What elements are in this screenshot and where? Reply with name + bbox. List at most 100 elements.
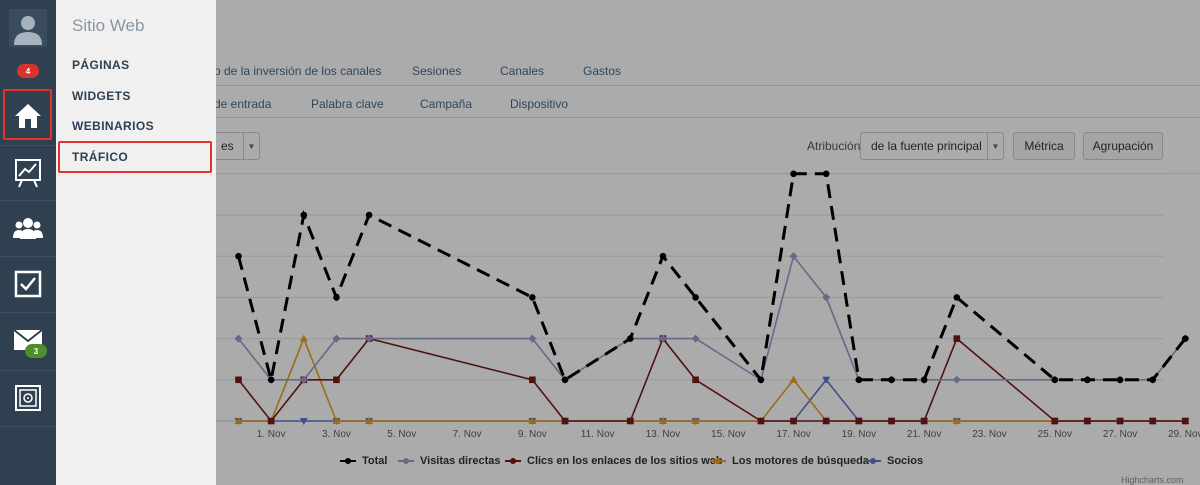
legend-label: Clics en los enlaces de los sitios web: [527, 455, 723, 467]
legend-swatch: [340, 458, 356, 464]
tab-campaign[interactable]: Campaña: [420, 97, 473, 111]
series-point: [299, 375, 308, 384]
series-point: [627, 335, 634, 342]
x-tick-label: 27. Nov: [1103, 429, 1137, 440]
legend-item[interactable]: Socios: [865, 455, 923, 467]
home-nav[interactable]: [0, 88, 56, 144]
chevron-down-icon: ▼: [987, 133, 1003, 159]
series-point: [1084, 417, 1091, 425]
legend-item[interactable]: Los motores de búsqueda: [710, 455, 869, 467]
user-avatar-icon: [9, 9, 47, 47]
series-point: [790, 417, 797, 425]
menu-item-widgets[interactable]: WIDGETS: [72, 89, 131, 103]
grouping-button[interactable]: Agrupación: [1083, 132, 1163, 160]
series-point: [561, 417, 569, 425]
series-point: [235, 252, 242, 260]
tab-channel-investment[interactable]: o de la inversión de los canales: [216, 64, 382, 78]
x-tick-label: 23. Nov: [972, 429, 1006, 440]
series-point: [920, 376, 928, 384]
series-point: [953, 335, 961, 342]
series-point: [365, 334, 374, 343]
x-tick-label: 15. Nov: [711, 429, 745, 440]
legend-swatch-marker: [715, 458, 721, 464]
menu-item-pages[interactable]: PÁGINAS: [72, 58, 130, 72]
legend-swatch: [505, 458, 521, 464]
legend-swatch-marker: [510, 458, 516, 464]
series-point: [691, 334, 700, 343]
legend-item[interactable]: Total: [340, 455, 387, 467]
x-tick-label: 21. Nov: [907, 429, 941, 440]
x-tick-label: 19. Nov: [842, 429, 876, 440]
x-tick-label: 13. Nov: [646, 429, 680, 440]
traffic-highlight-box: [58, 141, 212, 173]
series-point: [332, 417, 341, 424]
series-line: [238, 378, 1186, 422]
menu-item-traffic[interactable]: TRÁFICO: [72, 150, 129, 164]
email-nav[interactable]: [0, 312, 56, 368]
reports-chart-icon: [15, 159, 41, 188]
tab-expenses[interactable]: Gastos: [583, 64, 622, 78]
series-point: [659, 252, 667, 260]
series-point: [952, 417, 961, 424]
x-tick-label: 7. Nov: [453, 429, 482, 440]
series-point: [234, 417, 243, 424]
series-point: [1182, 417, 1189, 425]
series-point: [692, 294, 699, 301]
series-point: [855, 376, 863, 384]
series-point: [1116, 376, 1124, 384]
reports-nav[interactable]: [0, 145, 56, 201]
series-point: [888, 376, 895, 384]
legend-item[interactable]: Clics en los enlaces de los sitios web: [505, 455, 723, 467]
series-point: [365, 417, 374, 424]
icon-rail: 4: [0, 0, 56, 485]
series-point: [789, 252, 798, 261]
series-point: [561, 376, 569, 384]
attribution-label: Atribución: [807, 139, 861, 153]
series-point: [365, 211, 373, 219]
series-point: [1182, 335, 1189, 342]
series-point: [1149, 417, 1156, 425]
flyout-title: Sitio Web: [72, 16, 145, 35]
series-point: [299, 334, 308, 342]
series-point: [529, 376, 536, 384]
x-tick-label: 17. Nov: [776, 429, 810, 440]
series-point: [691, 417, 700, 424]
vault-nav[interactable]: [0, 370, 56, 426]
avatar[interactable]: [0, 0, 56, 56]
tab-device[interactable]: Dispositivo: [510, 97, 569, 111]
series-point: [888, 417, 895, 425]
notifications-badge[interactable]: 4: [17, 64, 39, 78]
series-point: [1149, 376, 1156, 384]
series-point: [333, 294, 340, 301]
tasks-nav[interactable]: [0, 256, 56, 312]
tab-landing[interactable]: de entrada: [216, 97, 272, 111]
tabs-divider: [216, 85, 1200, 86]
messages-badge[interactable]: 3: [25, 344, 47, 358]
series-point: [692, 376, 699, 384]
series-point: [822, 417, 830, 425]
series-point: [528, 417, 537, 424]
contacts-nav[interactable]: [0, 200, 56, 256]
legend-swatch-marker: [345, 458, 351, 464]
series-point: [757, 417, 765, 425]
chart-credit: Highcharts.com: [1121, 475, 1184, 485]
series-line: [237, 172, 1187, 384]
x-tick-label: 25. Nov: [1038, 429, 1072, 440]
legend-label: Socios: [887, 455, 924, 467]
series-point: [300, 211, 308, 219]
series-point: [822, 376, 831, 384]
series-point: [1051, 376, 1059, 384]
legend-item[interactable]: Visitas directas: [398, 455, 501, 467]
period-select[interactable]: es ▼: [216, 132, 260, 160]
menu-item-webinars[interactable]: WEBINARIOS: [72, 119, 154, 133]
tab-sessions[interactable]: Sesiones: [412, 64, 462, 78]
metric-button[interactable]: Métrica: [1013, 132, 1075, 160]
tab-channels[interactable]: Canales: [500, 64, 545, 78]
website-flyout-menu: Sitio Web PÁGINAS WIDGETS WEBINARIOS TRÁ…: [56, 0, 216, 485]
traffic-line-chart: 1. Nov 3. Nov 5. Nov 7. Nov 9. Nov 11. Nov 13.…: [216, 170, 1200, 440]
series-point: [267, 376, 275, 384]
attribution-select[interactable]: de la fuente principal ▼: [860, 132, 1004, 160]
legend-swatch-marker: [870, 458, 876, 464]
series-point: [333, 376, 340, 384]
tab-keyword[interactable]: Palabra clave: [311, 97, 384, 111]
